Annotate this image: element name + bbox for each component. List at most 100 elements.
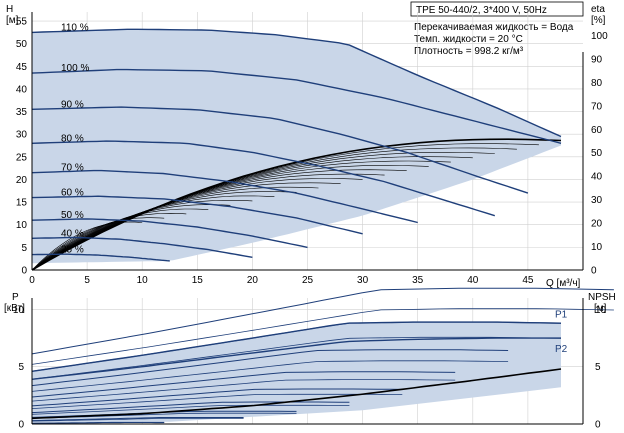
top-left-axis-unit: [м]	[6, 15, 19, 26]
speed-curve-label-5: 60 %	[61, 188, 84, 199]
top-eta-tick-10: 100	[591, 31, 608, 42]
power2-speed-curve-3	[31, 404, 350, 415]
top-y-tick-1: 5	[21, 243, 27, 254]
header-box: TPE 50-440/2, 3*400 V, 50Hz Перекачиваем…	[410, 1, 584, 57]
efficiency-curve-8	[31, 173, 385, 271]
top-x-tick-1: 5	[84, 275, 90, 286]
top-x-tick-8: 40	[467, 275, 479, 286]
bottom-y-tick-0: 0	[18, 420, 24, 431]
header-title: TPE 50-440/2, 3*400 V, 50Hz	[416, 5, 547, 16]
power2-speed-curve-0	[32, 422, 165, 424]
top-eta-tick-4: 40	[591, 172, 603, 183]
top-eta-tick-0: 0	[591, 266, 597, 277]
header-line-3: Плотность = 998.2 кг/м³	[414, 46, 524, 57]
power-speed-curve-3	[31, 401, 350, 414]
p2-curve	[31, 337, 561, 380]
speed-curve-8	[32, 253, 170, 262]
power2-speed-curve-4	[31, 393, 403, 409]
bottom-right-axis-label: NPSH	[588, 292, 616, 303]
top-x-tick-0: 0	[29, 275, 35, 286]
power-speed-curve-1	[31, 417, 244, 422]
bottom-npsh-tick-1: 5	[595, 362, 601, 373]
head-efficiency-plot: 110 % 100 % 90 % 80 % 70 % 60 % 50 % 40 % 25 % 0 5…	[16, 12, 608, 286]
power-speed-curve-8	[31, 287, 614, 355]
efficiency-curve-10	[31, 182, 341, 271]
top-eta-tick-2: 20	[591, 219, 603, 230]
top-y-tick-6: 30	[16, 130, 28, 141]
top-eta-tick-9: 90	[591, 54, 603, 65]
header-title-box	[410, 1, 584, 17]
speed-curve-label-0: 110 %	[61, 22, 89, 33]
bottom-left-axis-unit: [кВт]	[4, 303, 25, 314]
speed-curve-7	[31, 236, 253, 258]
top-x-tick-7: 35	[412, 275, 424, 286]
header-line-1: Перекачиваемая жидкость = Вода	[414, 22, 574, 33]
top-x-tick-9: 45	[522, 275, 534, 286]
top-x-tick-4: 20	[247, 275, 259, 286]
top-eta-tick-1: 10	[591, 242, 603, 253]
top-eta-tick-5: 50	[591, 148, 603, 159]
top-eta-tick-7: 70	[591, 101, 603, 112]
power-speed-curve-5	[31, 371, 456, 398]
speed-curve-label-6: 50 %	[61, 210, 84, 221]
speed-curve-4	[31, 169, 418, 224]
bottom-y-tick-1: 5	[18, 362, 24, 373]
power2-speed-curve-1	[31, 418, 244, 422]
header-line-2: Темп. жидкости = 20 °C	[414, 34, 523, 45]
power2-speed-curve-8	[31, 308, 614, 365]
bottom-right-axis-unit: [м]	[594, 303, 607, 314]
top-y-tick-5: 25	[16, 152, 28, 163]
power2-speed-curve-5	[31, 379, 456, 402]
top-left-axis-label: H	[6, 4, 13, 15]
speed-curve-label-8: 25 %	[61, 245, 84, 256]
top-y-tick-11: 55	[16, 17, 28, 28]
top-x-tick-3: 15	[192, 275, 204, 286]
top-x-tick-2: 10	[137, 275, 149, 286]
power-speed-curve-4	[31, 388, 403, 407]
speed-curve-6	[31, 218, 308, 249]
bottom-npsh-tick-0: 0	[595, 420, 601, 431]
npsh-curve	[31, 368, 562, 420]
speed-curve-5	[31, 195, 363, 235]
speed-curve-label-7: 40 %	[61, 228, 84, 239]
efficiency-curve-19	[31, 221, 143, 271]
efficiency-curve-11	[31, 186, 319, 271]
bottom-y-tick-2: 10	[13, 305, 25, 316]
power-npsh-plot: P1 P2 0 5 10 0 5 10	[13, 287, 614, 431]
top-right-axis-unit: [%]	[591, 15, 606, 26]
top-y-tick-7: 35	[16, 107, 28, 118]
top-x-tick-6: 30	[357, 275, 369, 286]
top-y-tick-0: 0	[21, 266, 27, 277]
top-eta-tick-3: 30	[591, 195, 603, 206]
efficiency-curve-13	[31, 195, 275, 271]
efficiency-curve-14	[31, 200, 253, 271]
efficiency-curve-12	[31, 191, 297, 271]
p2-label: P2	[555, 344, 568, 355]
top-y-tick-9: 45	[16, 62, 28, 73]
power2-speed-curve-6	[31, 360, 509, 392]
speed-curve-3	[31, 140, 496, 217]
speed-curve-label-2: 90 %	[61, 99, 84, 110]
top-y-tick-8: 40	[16, 84, 28, 95]
bottom-npsh-tick-2: 10	[595, 305, 607, 316]
speed-curve-0	[31, 28, 562, 138]
x-axis-label: Q [м³/ч]	[546, 278, 581, 289]
bottom-left-axis-label: P	[12, 292, 19, 303]
p1-label: P1	[555, 309, 568, 320]
power-speed-curve-6	[31, 349, 509, 387]
top-eta-tick-8: 80	[591, 78, 603, 89]
speed-curve-label-3: 80 %	[61, 133, 84, 144]
power2-speed-curve-7	[31, 336, 562, 380]
speed-curve-2	[31, 106, 529, 194]
speed-curve-label-1: 100 %	[61, 63, 89, 74]
top-x-tick-5: 25	[302, 275, 314, 286]
p1-curve	[31, 321, 562, 372]
speed-curve-1	[31, 68, 562, 144]
top-y-tick-3: 15	[16, 198, 28, 209]
top-eta-tick-6: 60	[591, 125, 603, 136]
top-y-tick-10: 50	[16, 39, 28, 50]
speed-curve-label-4: 70 %	[61, 163, 84, 174]
top-y-tick-4: 20	[16, 175, 28, 186]
top-right-axis-label: eta	[591, 4, 605, 15]
